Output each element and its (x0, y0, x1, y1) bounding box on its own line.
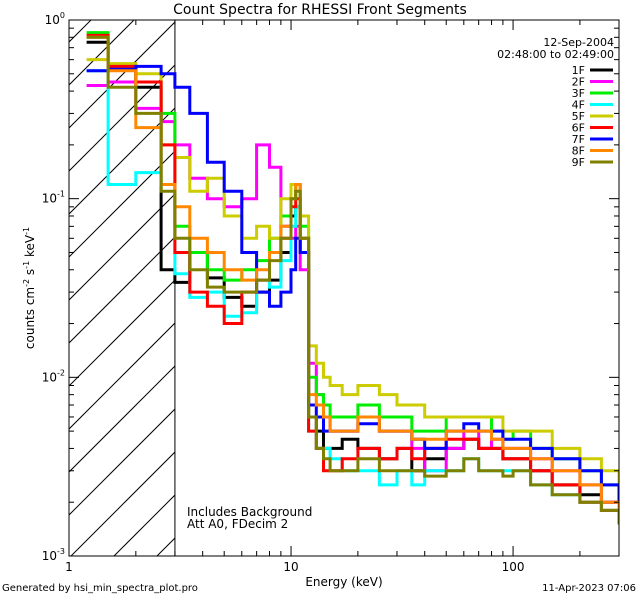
hatch-line (69, 236, 175, 344)
y-tick-label: 10-3 (42, 547, 65, 563)
legend-label-3F: 3F (572, 87, 585, 100)
hatch-line (70, 451, 175, 556)
y-axis-label: counts cm-2 s-1 keV-1 (22, 227, 37, 349)
y-tick-label: 10-2 (42, 368, 65, 384)
legend-label-7F: 7F (572, 133, 585, 146)
legend-label-4F: 4F (572, 99, 585, 112)
hatch-line (69, 107, 175, 215)
series-line-7F (86, 64, 619, 503)
shaded-region (0, 20, 175, 556)
series-line-9F (86, 35, 619, 525)
y-tick-label: 100 (45, 11, 65, 27)
hatch-line (69, 20, 135, 86)
x-tick-label: 10 (283, 560, 298, 574)
y-tick-label: 10-1 (42, 190, 65, 206)
series-group (86, 31, 619, 525)
x-tick-label: 1 (65, 560, 73, 574)
chart-title: Count Spectra for RHESSI Front Segments (173, 2, 467, 18)
hatch-line (69, 193, 175, 301)
series-line-6F (86, 33, 619, 525)
annotation-text: Includes Background (187, 505, 312, 519)
legend-label-1F: 1F (572, 64, 585, 77)
series-line-8F (86, 35, 619, 511)
hatch-line (113, 494, 175, 556)
series-line-5F (86, 58, 619, 485)
legend-label-6F: 6F (572, 122, 585, 135)
hatch-line (69, 408, 175, 516)
hatch-line (69, 279, 175, 387)
footer-generator-text: Generated by hsi_min_spectra_plot.pro (2, 583, 198, 594)
time-range-label: 02:48:00 to 02:49:00 (497, 48, 614, 61)
legend-label-2F: 2F (572, 76, 585, 89)
legend-label-5F: 5F (572, 110, 585, 123)
hatch-line (69, 64, 175, 172)
hatch-line (69, 21, 175, 129)
legend-label-8F: 8F (572, 145, 585, 158)
hatch-line (69, 150, 175, 258)
x-axis-label: Energy (keV) (305, 575, 382, 589)
legend-label-9F: 9F (572, 156, 585, 169)
hatch-line (69, 365, 175, 473)
footer-timestamp: 11-Apr-2023 07:06 (542, 583, 636, 594)
annotation-text: Att A0, FDecim 2 (187, 517, 288, 531)
plot-frame (68, 19, 620, 557)
hatch-line (69, 20, 92, 43)
hatch-line (0, 20, 5, 556)
date-label: 12-Sep-2004 (543, 36, 614, 49)
x-tick-label: 100 (502, 560, 525, 574)
hatch-line (69, 322, 175, 430)
